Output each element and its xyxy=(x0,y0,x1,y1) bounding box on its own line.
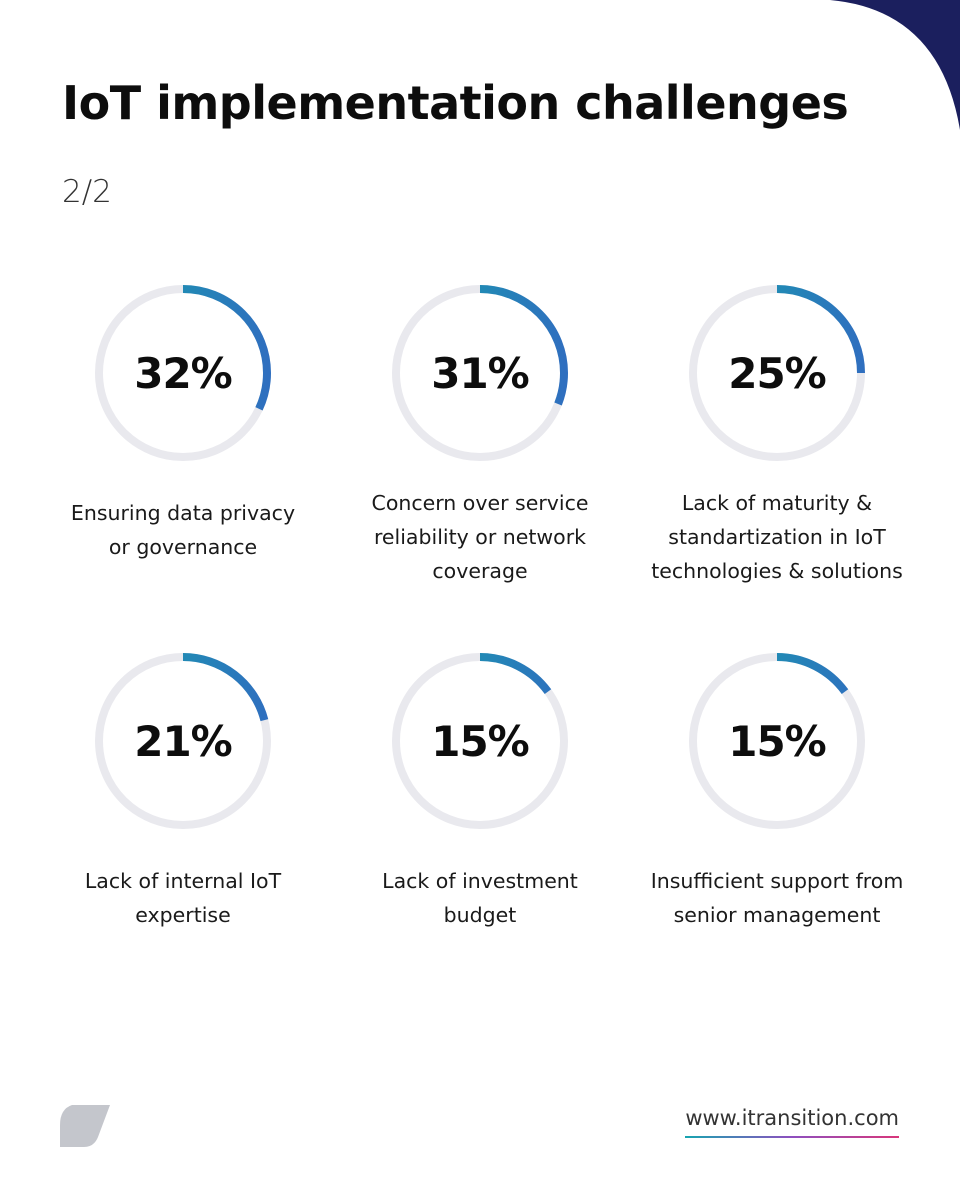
ring-chart-grid: 32% Ensuring data privacy or governance 31%… xyxy=(35,278,926,932)
ring-progress-arc xyxy=(95,285,271,461)
ring-category-label: Lack of investment budget xyxy=(382,869,578,927)
ring-category-label: Lack of internal IoT expertise xyxy=(84,869,282,927)
ring-category-label: Ensuring data privacy or governance xyxy=(70,501,296,559)
website-url[interactable]: www.itransition.com xyxy=(685,1106,899,1138)
ring-chart: 15% xyxy=(689,653,865,829)
ring-chart-item: 15% Insufficient support from senior manag… xyxy=(629,646,926,932)
ring-category-label: Insufficient support from senior manageme… xyxy=(650,869,904,927)
ring-value-label: 32% xyxy=(134,349,232,398)
ring-chart-item: 15% Lack of investment budget xyxy=(332,646,629,932)
ring-chart: 15% xyxy=(392,653,568,829)
corner-decoration xyxy=(830,0,960,130)
ring-value-label: 31% xyxy=(431,349,529,398)
ring-value-label: 25% xyxy=(728,349,826,398)
ring-chart: 25% xyxy=(689,285,865,461)
ring-category-label: Lack of maturity & standartization in IoT… xyxy=(651,491,903,583)
ring-progress-arc xyxy=(689,285,865,461)
itransition-leaf-logo-icon xyxy=(60,1105,110,1147)
ring-chart: 21% xyxy=(95,653,271,829)
ring-progress-arc xyxy=(689,653,865,829)
ring-value-label: 15% xyxy=(728,717,826,766)
ring-chart-item: 21% Lack of internal IoT expertise xyxy=(35,646,332,932)
ring-value-label: 15% xyxy=(431,717,529,766)
ring-progress-arc xyxy=(392,285,568,461)
ring-chart: 32% xyxy=(95,285,271,461)
ring-value-label: 21% xyxy=(134,717,232,766)
ring-chart-item: 31% Concern over service reliability or ne… xyxy=(332,278,629,588)
url-underline xyxy=(685,1136,899,1138)
ring-chart-item: 25% Lack of maturity & standartization in … xyxy=(629,278,926,588)
page-title: IoT implementation challenges xyxy=(62,76,849,130)
page-indicator: 2/2 xyxy=(62,174,112,210)
ring-chart: 31% xyxy=(392,285,568,461)
website-url-text[interactable]: www.itransition.com xyxy=(685,1106,899,1130)
ring-progress-arc xyxy=(95,653,271,829)
ring-category-label: Concern over service reliability or netwo… xyxy=(371,491,589,583)
ring-progress-arc xyxy=(392,653,568,829)
ring-chart-item: 32% Ensuring data privacy or governance xyxy=(35,278,332,564)
